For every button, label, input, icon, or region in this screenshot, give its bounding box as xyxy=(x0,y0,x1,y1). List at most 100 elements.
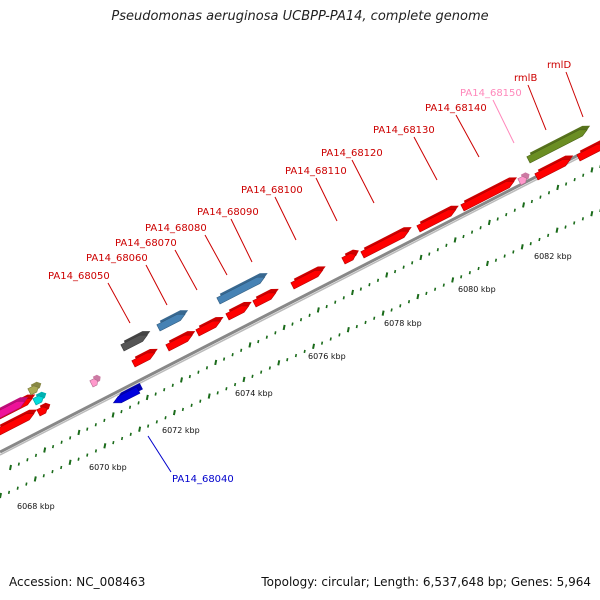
tick-mark-upper xyxy=(274,331,277,335)
forward-gene-edge xyxy=(534,159,571,181)
tick-mark-lower xyxy=(7,490,11,495)
forward-gene xyxy=(416,205,459,233)
khaki-gene xyxy=(27,381,42,396)
forward-gene-body xyxy=(290,270,323,289)
gene-label[interactable]: PA14_68140 xyxy=(425,103,487,114)
tick-mark-upper xyxy=(470,230,474,234)
gene-label[interactable]: PA14_68070 xyxy=(115,238,177,249)
tick-mark-lower xyxy=(112,440,115,445)
forward-gene-body xyxy=(195,321,221,336)
tick-mark-lower xyxy=(0,492,2,499)
cyan-gene-edge xyxy=(32,395,44,406)
tick-mark-lower xyxy=(120,436,124,441)
tick-mark-lower xyxy=(147,424,150,428)
tick-label: 6072 kbp xyxy=(162,426,200,435)
gene-label[interactable]: PA14_68040 xyxy=(172,474,234,485)
tick-mark-upper xyxy=(265,335,268,339)
forward-gene xyxy=(460,177,518,212)
tick-mark-upper xyxy=(402,265,405,269)
tick-mark-lower xyxy=(181,407,184,412)
tick-mark-lower xyxy=(581,217,584,221)
tick-mark-lower xyxy=(312,343,316,349)
forward-gene xyxy=(290,266,326,290)
tick-mark-lower xyxy=(590,210,594,217)
forward-gene-body xyxy=(416,209,456,232)
tick-mark-upper xyxy=(103,418,106,423)
forward-gene xyxy=(131,348,158,368)
tick-mark-upper xyxy=(205,366,209,370)
forward-gene-body xyxy=(360,231,409,258)
label-layer: PA14_68040 PA14_68050 PA14_68060 PA14_68070… xyxy=(48,60,584,485)
tick-mark-upper xyxy=(351,289,355,296)
tick-mark-lower xyxy=(529,242,532,246)
tick-mark-lower xyxy=(190,403,193,407)
tick-mark-upper xyxy=(299,318,303,322)
tick-mark-upper xyxy=(419,254,423,261)
tick-mark-lower xyxy=(460,275,463,279)
gene-label[interactable]: PA14_68110 xyxy=(285,166,347,177)
tick-mark-upper xyxy=(334,300,337,304)
gene-label[interactable]: PA14_68050 xyxy=(48,271,110,282)
pink-gene xyxy=(89,374,101,388)
leader-line xyxy=(351,159,375,204)
accession-text: Accession: NC_008463 xyxy=(9,575,146,589)
gene-label[interactable]: rmlB xyxy=(514,73,537,84)
tick-mark-upper xyxy=(120,409,123,414)
tick-mark-upper xyxy=(145,394,149,401)
tick-mark-lower xyxy=(103,443,107,449)
gene-label[interactable]: PA14_68090 xyxy=(197,207,259,218)
forward-gene-body xyxy=(36,406,48,416)
gene-label[interactable]: rmlD xyxy=(547,60,571,71)
forward-gene xyxy=(36,402,51,417)
tick-mark-upper xyxy=(231,353,234,357)
tick-mark-upper xyxy=(171,383,174,387)
forward-gene xyxy=(0,409,37,436)
leader-line xyxy=(147,435,172,473)
forward-gene-body xyxy=(576,144,600,161)
tick-mark-upper xyxy=(282,324,286,331)
forward-gene-body xyxy=(165,335,193,351)
tick-mark-lower xyxy=(425,291,428,296)
forward-gene-body xyxy=(252,292,276,307)
tick-mark-upper xyxy=(240,348,243,352)
gene-label[interactable]: PA14_68150 xyxy=(460,88,522,99)
leader-line xyxy=(565,71,584,118)
forward-gene-edge xyxy=(225,305,250,321)
forward-gene-body xyxy=(534,159,571,180)
gene-label[interactable]: PA14_68060 xyxy=(86,253,148,264)
backbone-shadow xyxy=(0,146,600,456)
forward-gene-edge xyxy=(0,398,33,420)
magenta-gene-body xyxy=(0,401,26,418)
tick-mark-lower xyxy=(433,287,437,291)
tick-mark-upper xyxy=(26,458,29,462)
gene-label[interactable]: PA14_68100 xyxy=(241,185,303,196)
forward-gene-edge xyxy=(131,352,156,368)
forward-gene xyxy=(252,288,279,308)
tick-mark-upper xyxy=(385,272,389,278)
tick-mark-upper xyxy=(547,191,551,195)
leader-line xyxy=(315,177,338,222)
tick-mark-upper xyxy=(505,212,508,217)
tick-mark-lower xyxy=(416,293,420,300)
leader-line xyxy=(107,282,131,324)
backbone-line xyxy=(0,142,600,454)
tick-mark-lower xyxy=(129,432,132,436)
tick-mark-upper xyxy=(51,444,55,449)
tick-mark-lower xyxy=(477,266,480,271)
forward-gene-edge xyxy=(195,320,222,337)
tick-mark-upper xyxy=(496,217,499,221)
tick-mark-upper xyxy=(291,322,294,326)
tick-mark-lower xyxy=(520,244,524,250)
gene-label[interactable]: PA14_68130 xyxy=(373,125,435,136)
forward-gene-edge xyxy=(0,413,35,436)
tick-mark-lower xyxy=(303,349,306,354)
gray-gene-edge xyxy=(120,334,148,352)
cyan-gene-body xyxy=(32,395,44,405)
gene-label[interactable]: PA14_68080 xyxy=(145,223,207,234)
reverse-gene-edge xyxy=(112,386,141,404)
forward-gene xyxy=(576,140,600,162)
tick-mark-upper xyxy=(137,401,140,405)
gene-label[interactable]: PA14_68120 xyxy=(321,148,383,159)
forward-gene-edge xyxy=(36,406,48,417)
